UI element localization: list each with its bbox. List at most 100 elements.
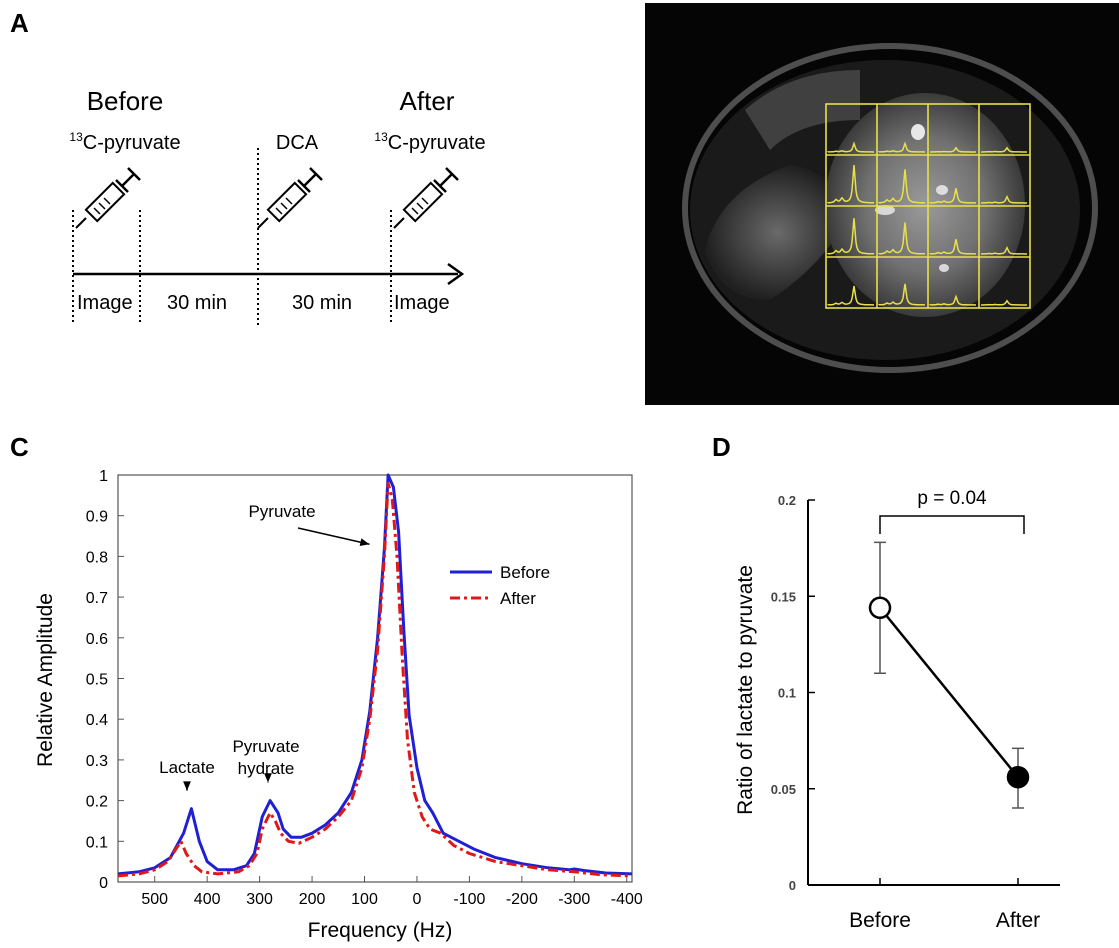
annotation-lactate: Lactate [159,758,215,777]
timeline-arrowhead [447,262,465,286]
voxel-spectrum [930,146,976,153]
after-agent-label: 13C-pyruvate [374,130,485,154]
y-tick-label: 0.7 [86,590,108,607]
voxel-spectrum [980,245,1027,255]
x-tick-label: 500 [141,891,168,908]
y-tick-label: 0.8 [86,549,108,566]
dca-label: DCA [276,132,319,154]
voxel-spectrum [980,194,1027,204]
x-tick-label: 100 [351,891,378,908]
spectrum-ticks: 0 0.1 0.2 0.3 0.4 0.5 0.6 0.7 0.8 0.9 1 500 400 300 20… [86,468,643,908]
x-tick-label: 200 [299,891,326,908]
series-before-line [117,473,633,876]
bright-spot [939,264,949,272]
interval-2-label: 30 min [292,292,352,314]
ratio-ticks: 0 0.05 0.1 0.15 0.2 Before After [771,493,1040,932]
voxel-spectrum [929,294,976,306]
y-tick-label: 0.9 [86,509,108,526]
voxel-spectra [827,141,1027,306]
spectrum-legend: Before After [450,563,550,608]
spectrum-series [117,473,633,878]
image-before-label: Image [77,292,133,314]
ratio-point [1006,765,1030,789]
voxel-spectrum [929,188,976,204]
legend-label: After [500,589,536,608]
x-axis-label: Frequency (Hz) [308,919,453,942]
voxel-spectrum [981,299,1027,306]
y-axis-label: Relative Amplitude [34,593,57,767]
voxel-spectrum [827,218,874,255]
ratio-axes [807,500,1060,886]
voxel-spectrum [878,283,925,306]
p-value-label: p = 0.04 [917,488,987,509]
brain-region [825,93,1025,317]
significance-bracket: p = 0.04 [879,488,1025,534]
bright-spot [875,205,895,215]
y-tick-label: 0 [99,875,108,892]
spectrum-annotations: Pyruvate Pyruvate hydrate Lactate [159,502,370,791]
annotation-pyruvate-arrow-head [359,538,370,547]
syringe-icon [392,166,460,230]
before-agent-label: 13C-pyruvate [69,130,180,154]
voxel-grid [825,103,1031,309]
voxel-spectrum [878,222,925,255]
voxel-spectrum [929,239,976,255]
y-tick-label: 0.1 [86,834,108,851]
bracket-line [879,515,1025,534]
voxel-spectrum [827,285,874,306]
annotation-pyruvate: Pyruvate [248,502,315,521]
skull-outline [682,43,1098,373]
head-tissue [690,60,1080,360]
spectrum-axes [117,474,633,883]
x-tick-label: -100 [453,891,485,908]
ratio-marks [868,541,1030,809]
timeline-dividers [72,148,392,325]
x-tick-label: -200 [506,891,538,908]
plot-frame [117,474,633,883]
x-tick-label: 300 [246,891,273,908]
annotation-lactate-arrow-head [183,781,191,791]
panel-label-c: C [10,432,29,462]
voxel-spectrum [827,141,874,153]
y-tick-label: 0.5 [86,672,108,689]
x-tick-label: 0 [413,891,422,908]
y-tick-label: 0.3 [86,753,108,770]
ratio-y-tick-label: 0 [789,878,796,893]
image-after-label: Image [394,292,450,314]
y-tick-label: 0.6 [86,631,108,648]
ratio-y-tick-label: 0.2 [778,493,796,508]
x-tick-label: -300 [558,891,590,908]
y-tick-label: 1 [99,468,108,485]
ratio-point [868,596,892,620]
annotation-pyruvate-hydrate: Pyruvate [232,737,299,756]
interval-1-label: 30 min [167,292,227,314]
series-after-line [117,481,633,878]
ratio-connecting-line [879,607,1019,778]
legend-label: Before [500,563,550,582]
annotation-hydrate-arrow-head [264,773,272,783]
voxel-spectrum [878,169,925,204]
bright-spot [911,124,925,140]
x-tick-label: 400 [194,891,221,908]
timeline-diagram: Before 13C-pyruvate DCA After 13C-pyruva… [69,86,486,325]
ratio-y-tick-label: 0.15 [771,589,796,604]
ratio-x-tick-label: After [996,909,1040,932]
voxel-spectrum [981,146,1027,153]
annotation-pyruvate-hydrate: hydrate [238,759,295,778]
bright-spot [936,185,948,195]
ratio-x-tick-label: Before [849,909,911,932]
syringe-icon [256,166,324,230]
before-title: Before [87,86,164,116]
muscle-tissue [745,70,860,150]
panel-label-a: A [10,8,29,38]
facial-tissue [705,165,850,300]
y-tick-label: 0.2 [86,794,108,811]
voxel-spectrum [827,165,874,204]
panel-label-d: D [712,432,731,462]
x-tick-label: -400 [611,891,643,908]
annotation-pyruvate-arrow [297,527,370,545]
mri-background [645,3,1119,405]
ratio-y-tick-label: 0.1 [778,686,796,701]
after-title: After [400,86,455,116]
ratio-y-axis-label: Ratio of lactate to pyruvate [734,565,757,815]
